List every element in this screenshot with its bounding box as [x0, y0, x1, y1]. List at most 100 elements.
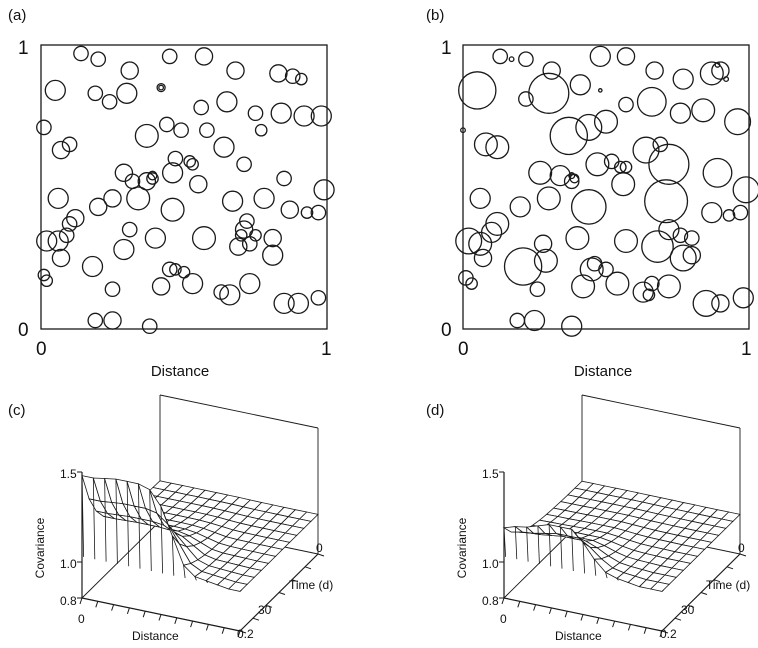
panel-c-back-top-edge: [159, 394, 319, 429]
panel-b-circle-13: [518, 91, 534, 107]
panel-c-x-tick-mark-3: [126, 607, 130, 615]
panel-b-circle-70: [529, 281, 546, 298]
panel-b-circle-65: [473, 248, 493, 268]
panel-a-circle-23: [216, 91, 238, 113]
panel-b-circle-30: [648, 143, 690, 185]
panel-d: (d) 1.5 1.0 0.8 0 0.2 0 30 Time (d) Dist…: [426, 394, 750, 643]
panel-b-circle-11: [723, 76, 730, 83]
panel-a-x-tick-max: 1: [321, 339, 332, 360]
panel-d-x-tick-mark-3: [548, 607, 552, 615]
panel-a-circle-29: [167, 150, 184, 167]
panel-a-x-tick-min: 0: [36, 339, 47, 360]
panel-c-curtain-line-2: [104, 478, 107, 562]
panel-c-t-tick-mark-4: [291, 579, 299, 583]
panel-c-curtain-line-10: [194, 576, 197, 581]
panel-d-curtain-line-9: [605, 572, 608, 579]
panel-a-label: (a): [8, 7, 26, 24]
panel-c-surface-cell-13-0: [227, 581, 248, 592]
panel-b-circle-31: [603, 153, 620, 170]
panel-b-circle-4: [589, 45, 611, 68]
panel-b-circle-48: [701, 201, 723, 224]
panel-a-circle-9: [158, 84, 165, 91]
panel-c-curtain-line-7: [160, 506, 163, 574]
panel-b-circle-17: [618, 96, 634, 113]
panel-d-x-tick-mark-9: [643, 627, 647, 634]
panel-b-circle-23: [473, 132, 498, 157]
panel-a-circles: [36, 45, 335, 335]
panel-d-x-tick-mark-1: [517, 601, 521, 608]
panel-a-circle-61: [47, 230, 69, 252]
panel-a-plot-frame: [40, 44, 328, 330]
panel-c-z-tick-1-5: 1.5: [60, 467, 77, 481]
panel-c: (c) 1.5 1.0 0.8 0 0.2 0 30 Time (d) Dist…: [8, 394, 333, 643]
panel-b-circle-47: [644, 179, 689, 224]
panel-a-circle-8: [156, 82, 166, 93]
panel-c-curtain-line-3: [115, 479, 118, 564]
panel-b-circle-53: [658, 218, 680, 241]
panel-c-curtain-line-14: [239, 589, 242, 592]
panel-b-circle-44: [509, 196, 531, 218]
panel-b-circle-2: [518, 51, 534, 68]
panel-a-circle-81: [37, 268, 51, 282]
panel-a-circle-1: [90, 51, 107, 68]
panel-a-circle-3: [161, 48, 178, 65]
panel-b-circle-50: [732, 204, 749, 221]
panel-a-circle-11: [226, 61, 245, 80]
panel-c-curtain-line-0: [81, 475, 84, 557]
panel-c-x-tick-mark-4: [142, 611, 146, 618]
panel-d-curtain-line-8: [593, 559, 597, 576]
panel-b-circle-40: [568, 172, 576, 180]
panel-c-z-tick-0-8: 0.8: [60, 594, 77, 608]
panel-a-circle-86: [87, 312, 104, 329]
panel-d-x-tick-0-2: 0.2: [660, 627, 677, 641]
panel-d-x-tick-mark-10: [659, 630, 663, 638]
panel-b-circle-66: [503, 247, 543, 286]
panel-b-circle-7: [672, 68, 694, 90]
panel-b-circle-84: [561, 315, 583, 337]
panel-a-circle-10: [193, 99, 210, 116]
panel-a-circle-21: [173, 122, 189, 139]
panel-b-circle-37: [549, 164, 571, 187]
panel-b-circle-1: [508, 56, 515, 63]
panel-b-circle-79: [692, 289, 720, 317]
panel-c-y-tick-30: 30: [258, 603, 272, 617]
panel-b-circle-5: [616, 47, 636, 66]
panel-a-circle-13: [284, 68, 301, 85]
panel-b-circle-57: [468, 231, 493, 256]
panel-b-x-tick-max: 1: [741, 339, 752, 360]
panel-d-surface: [502, 480, 741, 592]
panel-a-circle-45: [103, 189, 122, 208]
panel-b-circle-12: [458, 71, 497, 110]
panel-d-back-top-edge: [581, 394, 741, 429]
panel-a-circle-84: [287, 292, 310, 315]
panel-a-circle-54: [61, 216, 78, 232]
panel-a: (a) 1 0 0 1 Distance: [8, 7, 335, 380]
panel-c-label: (c): [8, 402, 26, 419]
panel-b-circle-18: [636, 86, 667, 117]
panel-a-circle-52: [310, 204, 327, 221]
panel-b-circle-28: [632, 136, 660, 164]
panel-b-circle-56: [455, 227, 483, 255]
panel-b-circle-78: [465, 277, 478, 290]
panel-b: (b) 1 0 0 1 Distance: [426, 7, 758, 380]
panel-d-x-tick-mark-2: [533, 604, 537, 611]
panel-d-t-tick-mark-2: [687, 604, 695, 608]
panel-c-x-tick-mark-6: [174, 617, 178, 624]
panel-b-x-axis-title: Distance: [574, 363, 632, 380]
panel-c-x-tick-mark-10: [237, 630, 241, 638]
panel-a-circle-32: [213, 136, 235, 158]
panel-b-x-tick-min: 0: [458, 339, 469, 360]
panel-a-circle-57: [234, 228, 248, 242]
panel-b-circle-81: [732, 287, 754, 309]
panel-b-circle-71: [571, 274, 596, 299]
panel-a-circle-39: [147, 170, 158, 181]
panel-a-circle-80: [239, 272, 261, 295]
panel-d-curtain-line-3: [537, 525, 540, 564]
panel-b-plot-frame: [462, 44, 750, 330]
panel-c-curtain-line-5: [138, 483, 141, 569]
panel-c-x-tick-mark-2: [111, 604, 115, 611]
panel-c-curtain-line-6: [149, 489, 152, 572]
panel-a-circle-22: [199, 122, 215, 139]
panel-b-circle-80: [711, 294, 730, 313]
panel-c-t-tick-mark-6: [317, 553, 325, 557]
